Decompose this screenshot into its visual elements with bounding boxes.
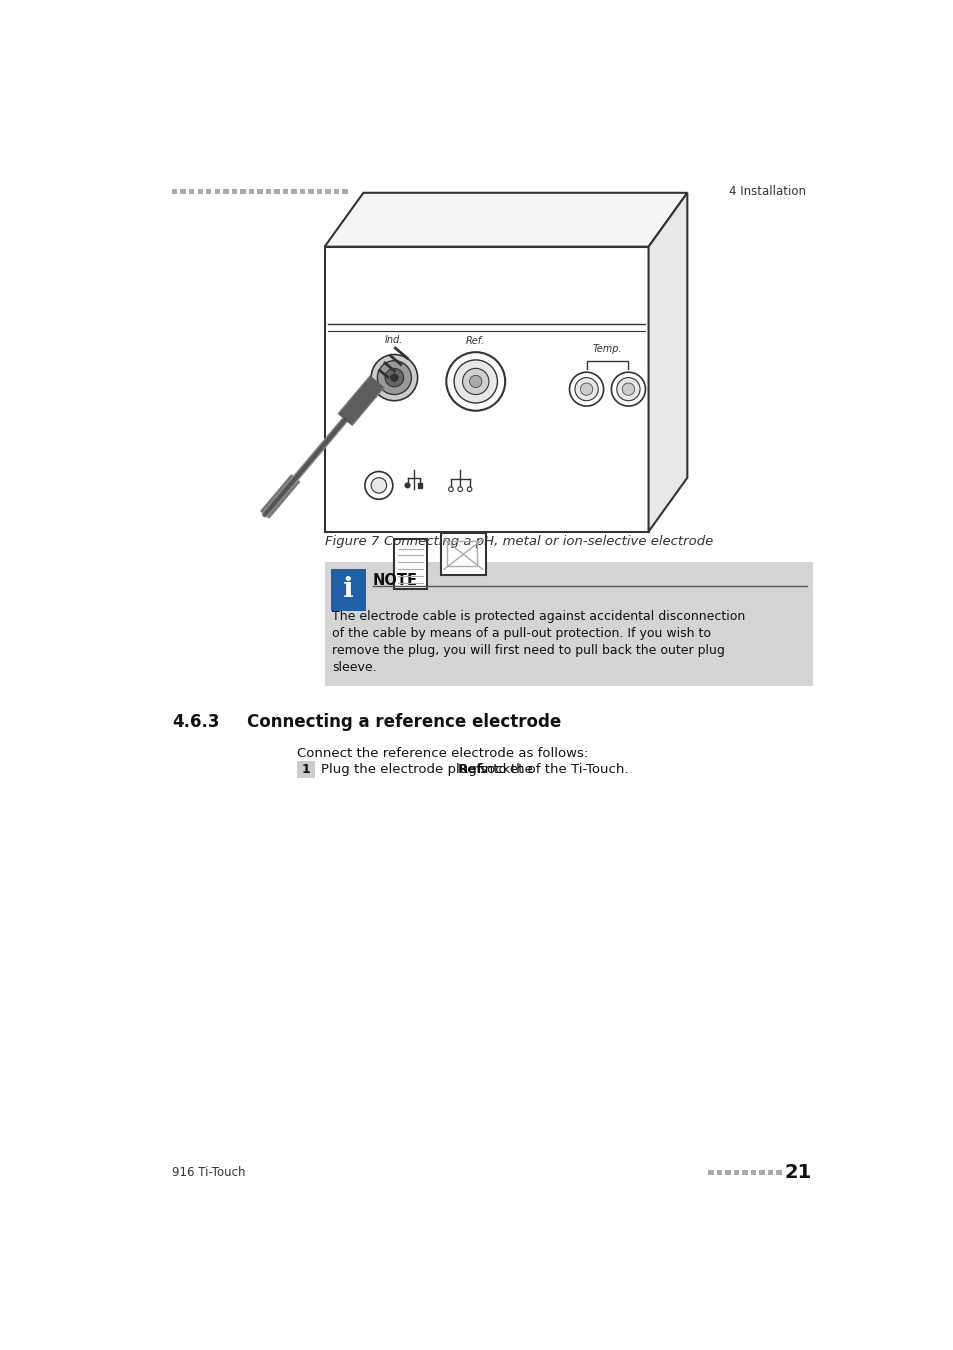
Circle shape: [467, 487, 472, 491]
Bar: [759, 1170, 764, 1174]
Bar: [299, 189, 305, 193]
Text: Ref.: Ref.: [466, 336, 485, 346]
Circle shape: [371, 355, 417, 401]
Circle shape: [371, 478, 386, 493]
Circle shape: [621, 383, 634, 396]
Circle shape: [569, 373, 603, 406]
Circle shape: [462, 369, 488, 394]
Bar: [324, 563, 812, 686]
Bar: [716, 1170, 721, 1174]
Bar: [197, 189, 203, 193]
Text: 4 Installation: 4 Installation: [728, 185, 805, 197]
Text: 1: 1: [301, 763, 310, 776]
Text: Ref.: Ref.: [457, 763, 487, 776]
Bar: [308, 189, 314, 193]
Circle shape: [579, 383, 592, 396]
Bar: [214, 189, 220, 193]
Text: Connecting a pH, metal or ion-selective electrode: Connecting a pH, metal or ion-selective …: [367, 536, 713, 548]
Circle shape: [469, 375, 481, 387]
Bar: [325, 189, 331, 193]
Text: Ind.: Ind.: [385, 335, 403, 346]
Circle shape: [390, 374, 397, 382]
Bar: [282, 189, 288, 193]
Polygon shape: [324, 247, 648, 532]
Circle shape: [448, 487, 453, 491]
Bar: [741, 1170, 747, 1174]
Text: 21: 21: [783, 1162, 810, 1181]
Bar: [447, 541, 476, 566]
Bar: [172, 189, 177, 193]
Bar: [297, 761, 314, 778]
Bar: [724, 1170, 730, 1174]
Bar: [750, 1170, 756, 1174]
Polygon shape: [324, 193, 686, 247]
Bar: [249, 189, 253, 193]
Circle shape: [617, 378, 639, 401]
Circle shape: [611, 373, 645, 406]
Text: Figure 7: Figure 7: [324, 536, 378, 548]
Text: The electrode cable is protected against accidental disconnection: The electrode cable is protected against…: [332, 610, 745, 624]
Circle shape: [446, 352, 505, 410]
Bar: [257, 189, 262, 193]
Bar: [291, 189, 296, 193]
Text: of the cable by means of a pull-out protection. If you wish to: of the cable by means of a pull-out prot…: [332, 628, 711, 640]
Text: 4.6.3: 4.6.3: [172, 713, 219, 730]
Text: sleeve.: sleeve.: [332, 662, 376, 674]
Bar: [331, 568, 365, 612]
Text: socket of the Ti-Touch.: socket of the Ti-Touch.: [475, 763, 627, 776]
Text: Plug the electrode plug into the: Plug the electrode plug into the: [320, 763, 537, 776]
Circle shape: [575, 378, 598, 401]
Bar: [394, 539, 427, 590]
Bar: [417, 483, 422, 487]
Text: 916 Ti-Touch: 916 Ti-Touch: [172, 1166, 245, 1179]
Bar: [342, 189, 348, 193]
Bar: [334, 189, 339, 193]
Bar: [223, 189, 229, 193]
Bar: [707, 1170, 713, 1174]
Circle shape: [457, 487, 462, 491]
Bar: [189, 189, 194, 193]
Bar: [232, 189, 236, 193]
Text: Temp.: Temp.: [592, 344, 621, 354]
Bar: [274, 189, 279, 193]
Text: NOTE: NOTE: [373, 574, 417, 589]
Bar: [240, 189, 245, 193]
Text: Connecting a reference electrode: Connecting a reference electrode: [247, 713, 560, 730]
Bar: [206, 189, 212, 193]
Bar: [776, 1170, 781, 1174]
Circle shape: [377, 360, 411, 394]
Bar: [767, 1170, 773, 1174]
Bar: [180, 189, 186, 193]
Polygon shape: [648, 193, 686, 532]
Text: remove the plug, you will first need to pull back the outer plug: remove the plug, you will first need to …: [332, 644, 724, 657]
Bar: [316, 189, 322, 193]
Circle shape: [385, 369, 403, 387]
Bar: [733, 1170, 739, 1174]
Text: Connect the reference electrode as follows:: Connect the reference electrode as follo…: [297, 747, 588, 760]
Circle shape: [454, 360, 497, 404]
Circle shape: [405, 483, 410, 487]
Bar: [266, 189, 271, 193]
Circle shape: [365, 471, 393, 500]
Bar: [440, 533, 485, 575]
Text: i: i: [342, 576, 354, 603]
